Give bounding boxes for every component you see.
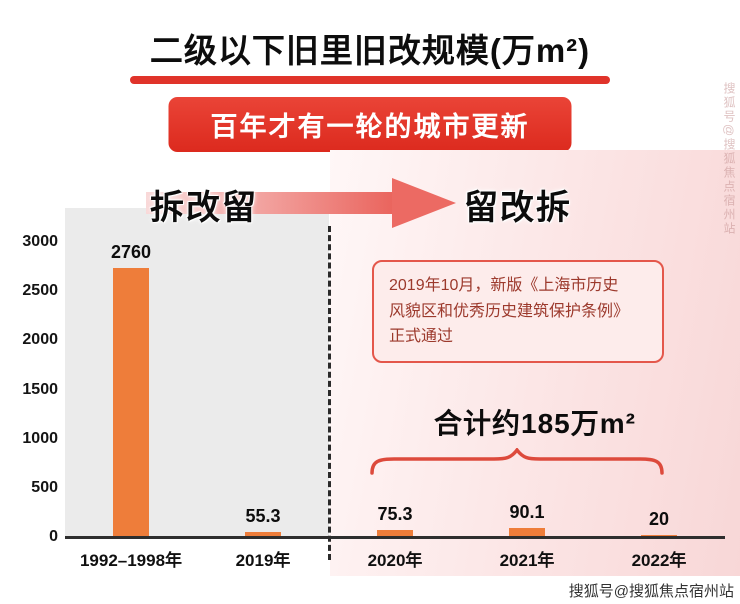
y-tick-label: 1500 [22, 380, 58, 398]
y-tick-label: 1000 [22, 429, 58, 447]
bar-column: 75.3 [329, 242, 461, 537]
era-left-label: 拆改留 [150, 189, 258, 227]
x-axis-label: 2021年 [499, 551, 555, 570]
x-axis-line [65, 536, 725, 539]
bar [509, 528, 545, 537]
watermark-side: 搜狐号@搜狐焦点宿州站 [722, 82, 736, 237]
y-axis: 0 500 1000 1500 2000 2500 3000 [0, 233, 58, 545]
bar-column: 55.3 [197, 242, 329, 537]
y-tick-label: 2500 [22, 282, 58, 300]
bar-column: 90.1 [461, 242, 593, 537]
y-tick-label: 0 [49, 528, 58, 545]
y-tick-label: 2000 [22, 331, 58, 349]
annotation-line: 正式通过 [389, 328, 454, 346]
brace-icon [370, 448, 664, 475]
x-axis-label: 1992–1998年 [79, 551, 183, 570]
bar [377, 529, 413, 537]
plot-area: 2760 55.3 75.3 90.1 20 [65, 242, 725, 537]
y-tick-label: 3000 [22, 233, 58, 250]
y-tick-label: 500 [31, 478, 58, 496]
watermark-bottom: 搜狐号@搜狐焦点宿州站 [568, 583, 734, 600]
title-underline [130, 76, 610, 84]
x-axis-labels: 1992–1998年 2019年 2020年 2021年 2022年 [65, 546, 725, 571]
banner: 百年才有一轮的城市更新 [168, 97, 572, 152]
x-axis-label: 2019年 [235, 551, 291, 570]
annotation-line: 2019年10月，新版《上海市历史 [389, 277, 619, 294]
x-axis-label: 2020年 [367, 551, 423, 570]
era-right-label: 留改拆 [464, 189, 572, 227]
annotation-box: 2019年10月，新版《上海市历史 风貌区和优秀历史建筑保护条例》 正式通过 [372, 260, 664, 363]
bar-column: 2760 [65, 242, 197, 537]
total-label: 合计约185万m² [434, 408, 636, 439]
left-era-background [65, 208, 329, 537]
era-divider-dashed-line [328, 226, 331, 560]
bar [113, 268, 149, 537]
bar [245, 531, 281, 537]
page-title: 二级以下旧里旧改规模(万m²) [149, 32, 591, 69]
x-axis-label: 2022年 [631, 551, 687, 570]
bar-value-label: 55.3 [245, 505, 281, 526]
bar-value-label: 75.3 [377, 503, 413, 524]
bar-value-label: 20 [648, 509, 670, 529]
annotation-line: 风貌区和优秀历史建筑保护条例》 [389, 302, 630, 320]
bar-value-label: 90.1 [509, 502, 545, 523]
arrow-right-icon [146, 178, 456, 228]
bar-value-label: 2760 [110, 242, 152, 262]
